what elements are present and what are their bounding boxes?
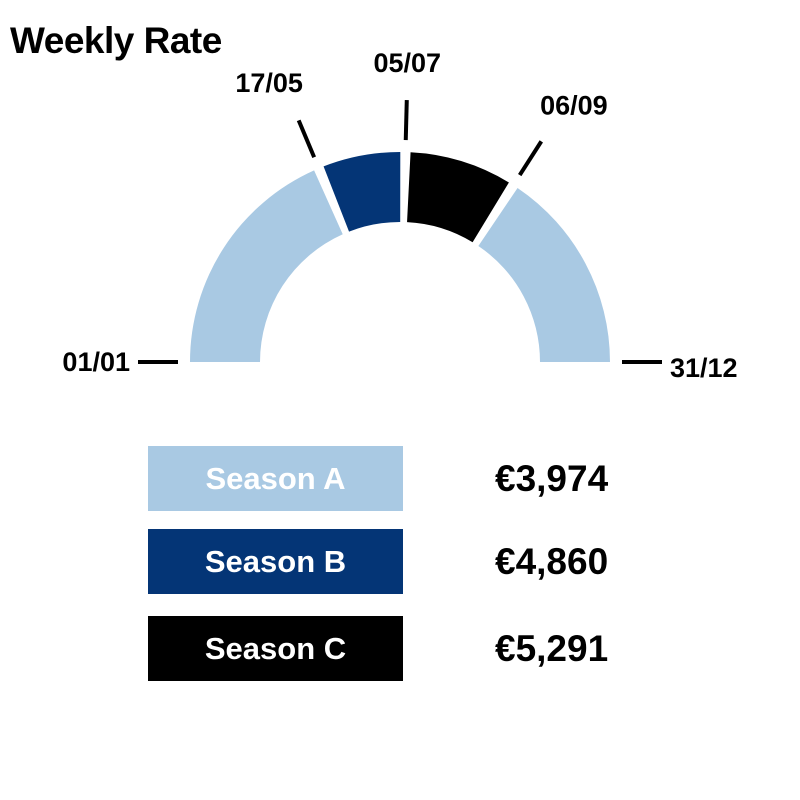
tick-label-5: 31/12 [670,353,738,383]
legend-value-season-c: €5,291 [495,627,609,669]
gauge-segment-3 [407,152,509,243]
legend-label-season-c: Season C [204,630,347,666]
tick-label-4: 06/09 [540,91,608,121]
legend-swatch-season-a: Season A [148,446,403,511]
legend-value-season-a: €3,974 [495,457,609,499]
gauge-segment-2 [323,152,401,232]
tick-mark-2 [296,119,317,159]
legend-swatch-season-b: Season B [148,529,403,594]
tick-label-3: 05/07 [374,48,442,78]
tick-mark-3 [403,100,409,141]
legend-value-season-b: €4,860 [495,540,609,582]
legend-label-season-a: Season A [205,460,346,496]
half-donut-gauge: 01/01 17/05 05/07 06/09 31/12 [62,48,738,383]
chart-title: Weekly Rate [10,20,222,61]
gauge-segment-1 [190,170,343,362]
gauge-segment-4 [478,187,610,362]
legend-swatch-season-c: Season C [148,616,403,681]
legend-label-season-b: Season B [204,543,347,579]
tick-label-2: 17/05 [235,68,303,98]
tick-label-1: 01/01 [62,347,130,377]
tick-mark-4 [518,140,543,177]
